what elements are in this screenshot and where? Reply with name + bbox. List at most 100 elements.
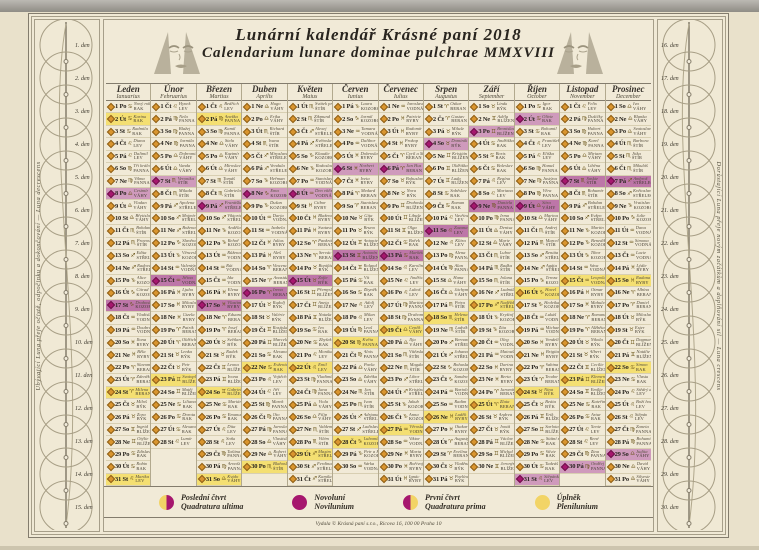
day-texts: LauraKOZOROH [361, 102, 378, 111]
zodiac-glyph-icon: ♐ [311, 463, 316, 470]
day-texts: SlavomírBERAN [137, 363, 151, 372]
zodiac-glyph-icon: ♌ [628, 414, 634, 421]
day-cell: 24 Pá♒BartolomějVODNÁŘ [423, 387, 469, 400]
phase-bullet-icon [288, 313, 297, 323]
zodiac-label: RAK [227, 416, 238, 422]
day-texts: SandraKOZOROH [454, 375, 468, 384]
day-number: 8 Út [296, 190, 308, 198]
day-texts: ApolenaSTŘELEC [179, 201, 196, 210]
nameday-label: Kristián [452, 151, 468, 156]
day-texts: OtýlieBLÍŽENCI [137, 437, 150, 446]
zodiac-label: STŘELEC [454, 341, 469, 347]
zodiac-glyph-icon: ♑ [354, 103, 360, 110]
phase-bullet-icon [470, 375, 479, 385]
nameday-label: Darja [272, 213, 284, 218]
phase-bullet-icon [606, 114, 615, 124]
zodiac-glyph-icon: ♏ [262, 140, 268, 147]
day-number: 14 Út [432, 264, 447, 272]
phase-bullet-icon [606, 388, 615, 397]
day-number: 22 St [432, 364, 446, 371]
day-cell: 27 So♊IngridBLÍŽENCI [106, 424, 151, 437]
zodiac-glyph-icon: ♋ [490, 140, 496, 147]
nameday-label: Adolf [364, 300, 375, 305]
nameday-label: Benedikt [590, 238, 605, 243]
day-number: 20 St [342, 339, 355, 347]
day-number: 23 St [296, 376, 310, 384]
moon-day-label: 13. den [75, 439, 93, 445]
day-number: 28 St [569, 438, 583, 446]
day-texts: Ludvík ŠTÍR [455, 326, 468, 335]
day-texts: Běla RYBY [137, 350, 150, 359]
day-texts: EditaSTŘELEC [136, 251, 150, 260]
day-texts: Bořek RAK [409, 239, 420, 248]
zodiac-glyph-icon: ♏ [171, 178, 177, 185]
zodiac-glyph-icon: ♑ [221, 227, 227, 234]
day-number: 21 Ne [523, 351, 539, 359]
day-texts: Vojtěch LEV [273, 375, 287, 384]
day-number: 2 Po [251, 115, 263, 123]
day-texts: Boží hod LEV [636, 400, 651, 409]
day-number: 6 Pá [251, 165, 263, 173]
zodiac-label: BLÍŽENCI [272, 329, 287, 335]
phase-bullet-icon [333, 338, 343, 347]
day-number: 5 Pá [115, 152, 127, 160]
zodiac-glyph-icon: ♓ [402, 476, 408, 483]
nameday-label: Emanuel [227, 412, 242, 417]
nameday-label: Vladan [133, 201, 147, 206]
day-number: 6 St [342, 165, 352, 173]
zodiac-label: VÁHY [498, 242, 513, 248]
day-cell: 21 So♏VítězslavŠTÍR [378, 349, 423, 362]
day-number: 27 Út [205, 426, 220, 434]
zodiac-glyph-icon: ♍ [536, 165, 542, 172]
day-number: 30 Po [251, 463, 266, 471]
zodiac-label: RAK [133, 118, 144, 124]
day-cell: 30 Po ♓ Bořivoj RYBY [378, 461, 423, 474]
zodiac-glyph-icon: ♍ [448, 252, 454, 259]
day-number: 9 Pá [160, 202, 172, 210]
day-number: 27 Pá [387, 426, 403, 434]
zodiac-label: ŠTÍR [273, 465, 284, 471]
day-number: 15 Po [115, 277, 130, 285]
phase-bullet-icon [197, 239, 207, 248]
day-number: 31 Út [387, 475, 402, 483]
day-texts: Bedřich LEV [224, 102, 239, 111]
phase-bullet-icon [470, 301, 479, 310]
moon-day-circle [39, 150, 93, 204]
zodiac-glyph-icon: ♋ [130, 451, 136, 458]
month-column: Únor Februarius 1 Čt ♌ Hynek LEV 2 Pá ♍ Nela PANN… [151, 84, 197, 486]
day-cell: 17 Čt♊AnetaBLÍŽENCI [287, 300, 333, 313]
month-column: Duben Aprilis 1 Ne ♎ Hugo VÁHY 2 Po ♎ Erika VÁHY 3… [242, 84, 288, 486]
phase-bullet-icon [152, 326, 161, 335]
phase-bullet-icon [106, 462, 116, 472]
zodiac-glyph-icon: ♑ [539, 277, 545, 284]
phase-bullet-icon [379, 338, 388, 347]
day-cell: 21 Čt♍AloisPANNA [333, 349, 378, 362]
zodiac-label: BLÍŽENCI [362, 254, 377, 260]
phase-bullet-icon [606, 226, 615, 236]
zodiac-label: LEV [227, 428, 237, 434]
day-cell: 15 So ♓ Radana RYBY [605, 274, 651, 288]
day-number: 19 Čt [251, 326, 266, 334]
phase-bullet-icon [288, 301, 297, 310]
nameday-label: Jindřiška [496, 139, 514, 144]
legend-label-la: Plenilunium [556, 502, 598, 511]
phase-bullet-icon [470, 189, 479, 198]
day-texts: David VÁHY [637, 462, 650, 471]
zodiac-glyph-icon: ♋ [267, 364, 273, 371]
day-number: 3 Čt [296, 128, 308, 136]
day-number: 11 So [432, 227, 447, 235]
day-texts: RadovanSTŘELEC [137, 264, 150, 273]
day-cell: 1 Čt ♌ Bedřich LEV [196, 101, 242, 114]
node-dot [686, 488, 692, 493]
day-number: 30 St [296, 463, 310, 471]
left-moon-day-strip: 1. den 2. den 3. den 4. den 5. den 6. den 7. d… [34, 19, 100, 532]
zodiac-glyph-icon: ♍ [357, 352, 363, 359]
phase-bullet-icon [379, 326, 388, 335]
zodiac-glyph-icon: ♒ [494, 352, 500, 359]
day-texts: MiloslavaRYBY [182, 301, 196, 310]
day-cell: 13 Pá ♓ Aleš RYBY [242, 250, 287, 263]
day-texts: Bohumír ŠTÍR [588, 189, 604, 198]
zodiac-glyph-icon: ♈ [400, 165, 406, 172]
day-cell: 18 So ♏ Helena ŠTÍR [423, 312, 469, 325]
